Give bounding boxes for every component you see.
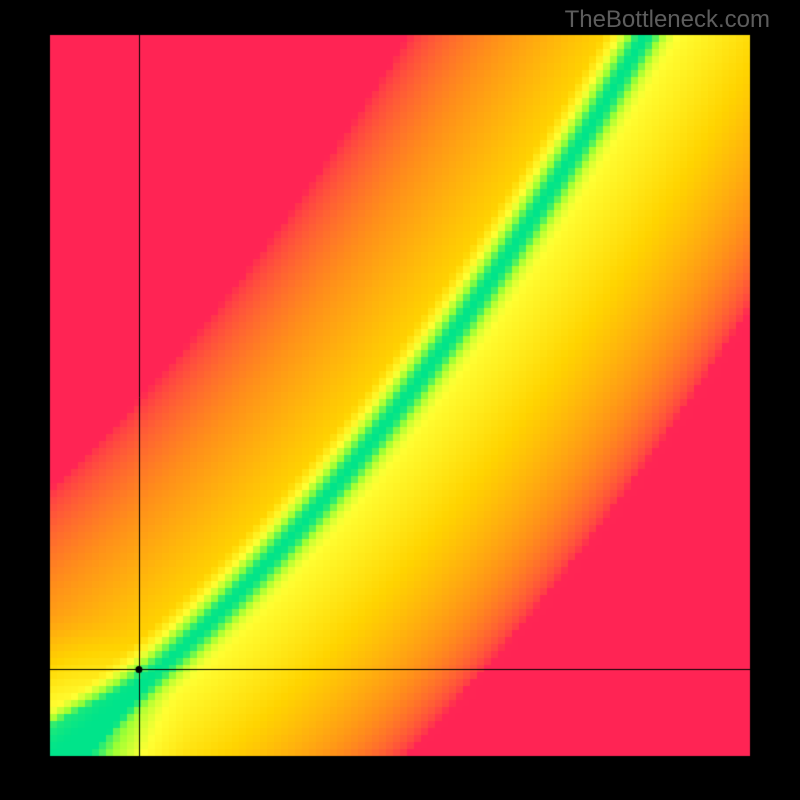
bottleneck-heatmap xyxy=(0,0,800,800)
chart-container: TheBottleneck.com xyxy=(0,0,800,800)
watermark-text: TheBottleneck.com xyxy=(565,6,770,34)
